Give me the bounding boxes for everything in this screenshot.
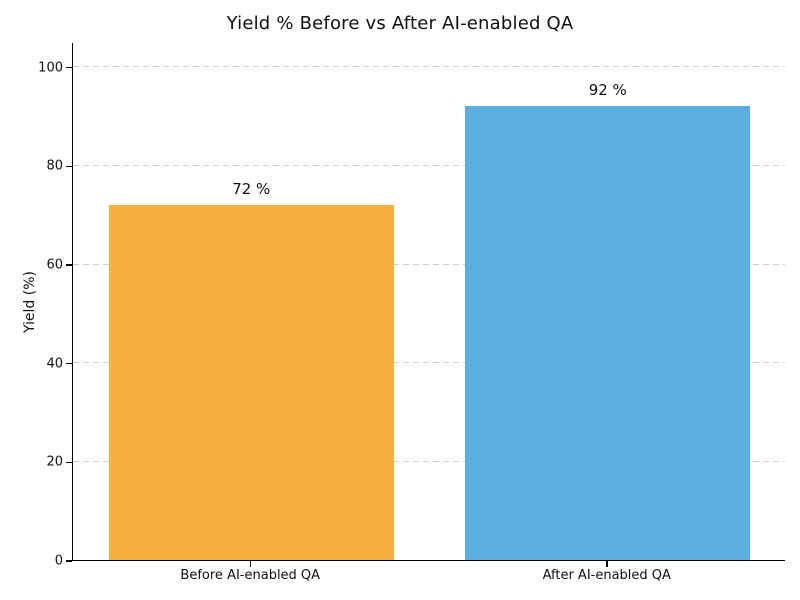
- bar-value-label: 72 %: [232, 179, 271, 198]
- bar: [108, 204, 394, 560]
- x-tick-mark: [606, 561, 608, 567]
- y-tick-label: 80: [46, 158, 63, 174]
- x-tick-mark: [249, 561, 251, 567]
- y-tick-label: 20: [46, 454, 63, 470]
- y-tick-mark: [66, 66, 72, 69]
- y-tick-mark: [66, 461, 72, 464]
- y-tick-mark: [66, 362, 72, 365]
- y-tick-mark: [66, 264, 72, 266]
- y-tick-mark: [66, 560, 72, 562]
- chart-title: Yield % Before vs After AI-enabled QA: [226, 13, 574, 34]
- y-tick-label: 60: [46, 257, 63, 273]
- x-tick-label: After AI-enabled QA: [542, 568, 671, 583]
- y-tick-mark: [66, 165, 72, 168]
- y-tick-label: 40: [46, 356, 63, 372]
- gridline: [73, 66, 785, 68]
- bar: [465, 106, 751, 560]
- bar-value-label: 92 %: [588, 81, 627, 100]
- plot-area: 72 % 92 %: [72, 43, 785, 561]
- x-tick-label: Before AI-enabled QA: [180, 568, 321, 583]
- y-tick-label: 100: [38, 60, 63, 76]
- y-axis-label: Yield (%): [22, 270, 38, 334]
- y-tick-label: 0: [54, 553, 63, 569]
